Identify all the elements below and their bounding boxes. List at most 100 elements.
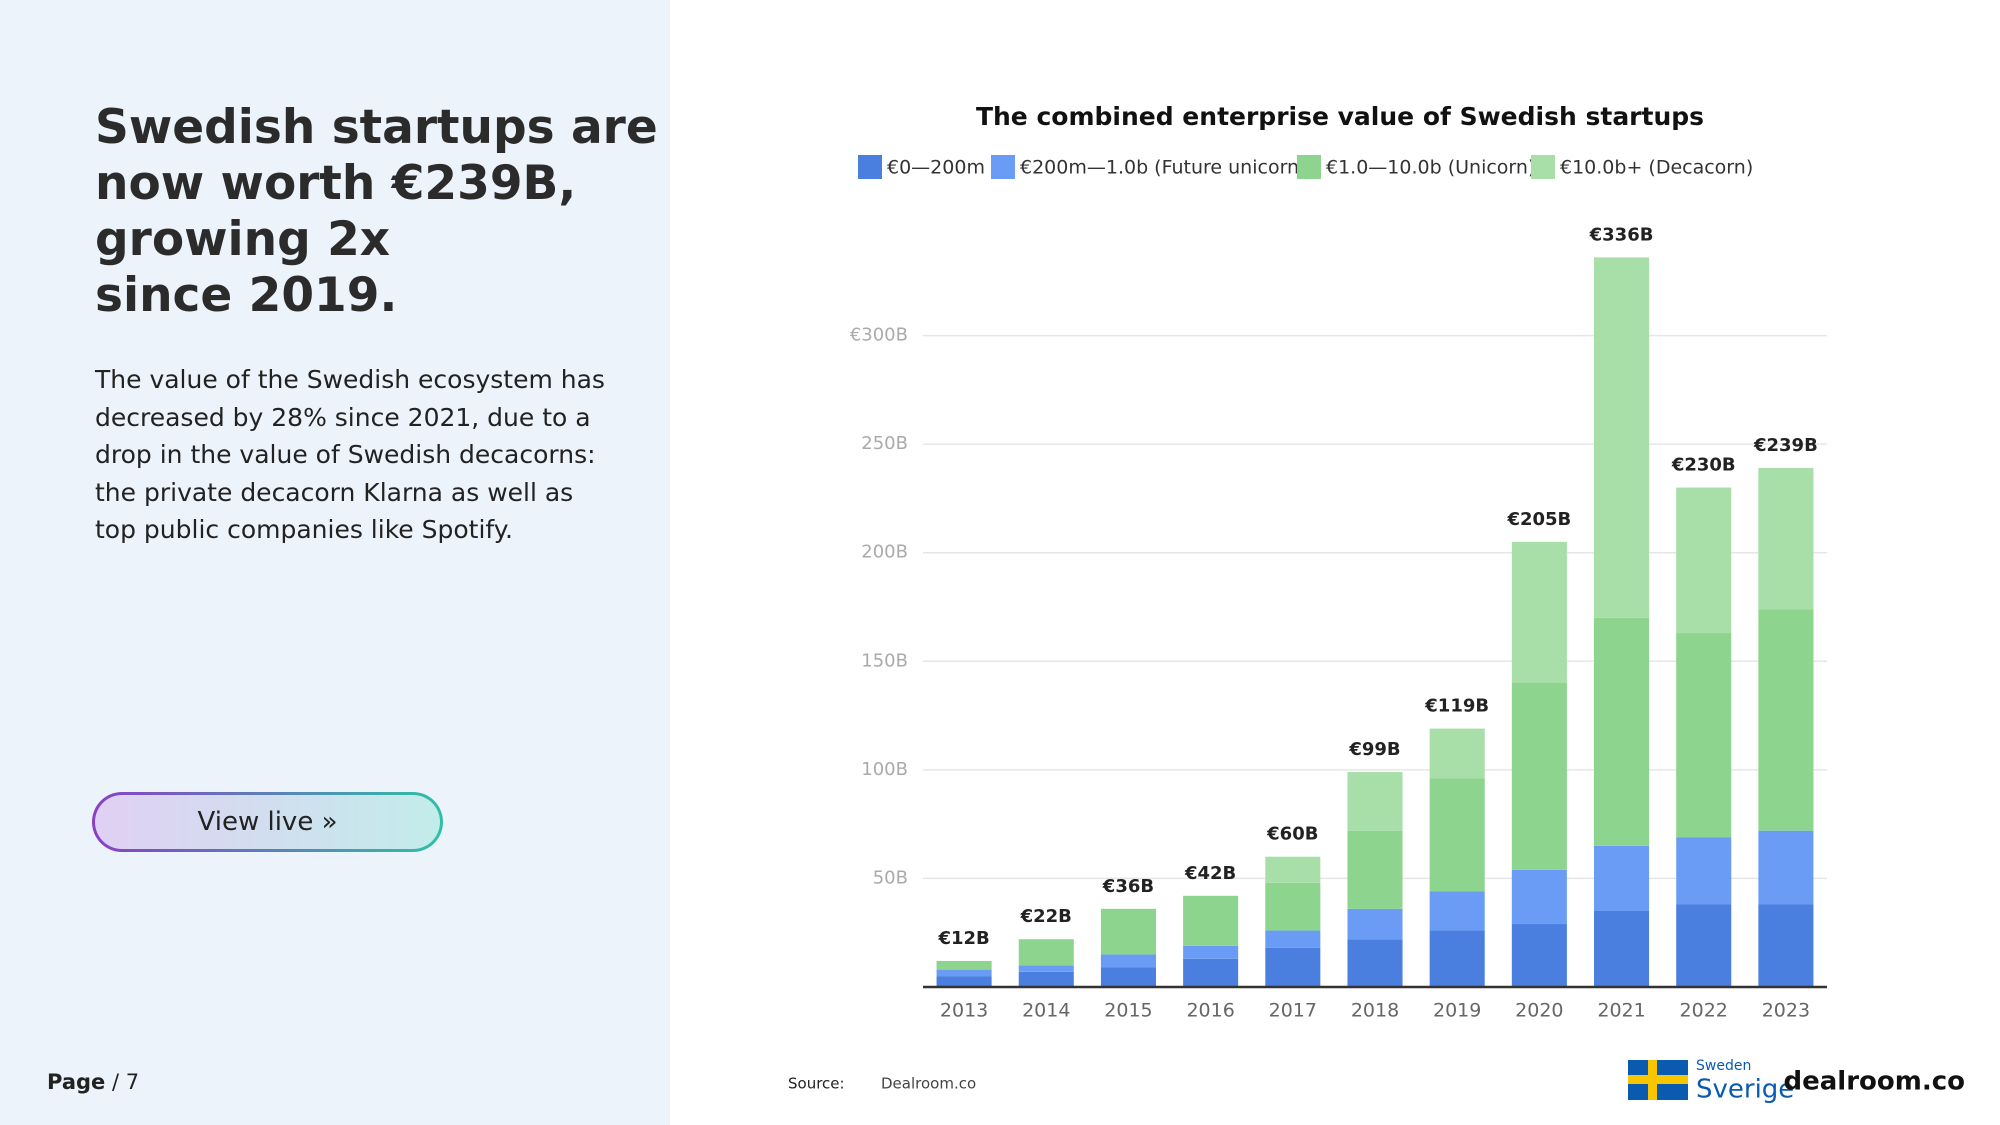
bar-segment [1429,728,1485,779]
bar-segment [1183,945,1239,959]
bar-segment [1594,845,1650,911]
bar-segment [1265,947,1321,987]
bar-segment [1758,609,1814,831]
bar-segment [1511,869,1567,925]
page-label: Page [47,1070,106,1094]
sweden-logo: Sweden Sverige [1628,1058,1794,1105]
bar-segment [1018,939,1074,966]
bar-segment [1183,958,1239,987]
bar-segment [1594,617,1650,846]
total-label: €99B [1348,739,1400,760]
bar-segment [1429,891,1485,931]
body-line: The value of the Swedish ecosystem has [95,365,605,394]
view-live-button[interactable]: View live » [92,792,443,852]
body-line: the private decacorn Klarna as well as [95,477,574,507]
bar-segment [1511,683,1567,870]
bar-segment [1676,487,1732,634]
legend-label: €200m—1.0b (Future unicorn) [1020,157,1307,179]
legend-swatch [858,155,882,179]
y-tick-label: 50B [873,867,908,888]
total-label: €22B [1020,906,1072,927]
x-tick-label: 2015 [1104,1000,1152,1022]
source-label: Source: [788,1075,845,1093]
bar-segment [1676,837,1732,905]
bar-segment [1265,930,1321,948]
bar-segment [1018,965,1074,972]
x-tick-label: 2023 [1762,1000,1810,1022]
bar-segment [1100,954,1156,968]
x-tick-label: 2013 [940,1000,988,1022]
side-panel [0,0,670,1125]
bar-segment [1265,856,1321,883]
total-label: €205B [1506,509,1571,530]
total-label: €12B [937,928,989,949]
x-tick-label: 2020 [1515,1000,1563,1022]
page-number: / 7 [111,1070,140,1094]
bar-segment [1594,911,1650,987]
body-line: top public companies like Spotify. [95,515,513,544]
total-label: €336B [1589,224,1654,245]
bar-segment [936,960,992,970]
bar-segment [1758,904,1814,987]
y-tick-label: 200B [861,542,908,563]
bar-segment [1183,895,1239,946]
flag-cross [1648,1060,1657,1100]
x-tick-label: 2018 [1351,1000,1399,1022]
headline-line: growing 2x [95,212,391,267]
bar-segment [1676,633,1732,838]
bar-segment [1347,908,1403,940]
x-tick-label: 2014 [1022,1000,1070,1022]
headline-line: Swedish startups are [95,100,658,155]
x-tick-label: 2017 [1269,1000,1317,1022]
flag-cross [1628,1075,1688,1084]
bar-segment [1429,778,1485,892]
bar-segment [1511,541,1567,683]
bar-segment [1100,908,1156,955]
bar-segment [1676,904,1732,987]
bar-segment [1100,967,1156,987]
bar-segment [1758,468,1814,610]
total-label: €239B [1753,435,1818,456]
x-tick-label: 2022 [1680,1000,1728,1022]
y-tick-label: €300B [850,325,908,346]
source: Dealroom.co [881,1075,976,1093]
legend-swatch [1531,155,1555,179]
chart-title: The combined enterprise value of Swedish… [976,102,1704,131]
logo-big: Sverige [1696,1075,1794,1105]
legend-label: €1.0—10.0b (Unicorn) [1326,157,1535,179]
y-tick-label: 100B [861,759,908,780]
legend-swatch [991,155,1015,179]
x-tick-label: 2016 [1186,1000,1234,1022]
total-label: €36B [1102,876,1154,897]
y-tick-label: 250B [861,433,908,454]
y-tick-label: 150B [861,650,908,671]
legend-swatch [1297,155,1321,179]
bar-segment [936,969,992,977]
total-label: €230B [1671,455,1736,476]
total-label: €119B [1424,696,1489,717]
legend-label: €0—200m [887,157,985,179]
logo-small: Sweden [1696,1058,1751,1074]
bar-segment [1429,930,1485,987]
bar-segment [1511,924,1567,987]
bar-segment [1758,830,1814,905]
total-label: €42B [1184,863,1236,884]
bar-segment [936,976,992,987]
bar-segment [1347,939,1403,987]
body-line: decreased by 28% since 2021, due to a [95,402,591,432]
bar-segment [1018,971,1074,987]
brand: dealroom.co [1784,1067,1966,1097]
x-tick-label: 2019 [1433,1000,1481,1022]
page-indicator: Page / 7 [47,1070,139,1094]
bar-segment [1347,772,1403,831]
total-label: €60B [1266,824,1318,845]
bar-segment [1347,830,1403,909]
headline-line: now worth €239B, [95,156,577,211]
x-tick-label: 2021 [1597,1000,1645,1022]
legend-label: €10.0b+ (Decacorn) [1560,157,1753,179]
bar-segment [1265,882,1321,931]
bar-segment [1594,257,1650,618]
headline-line: since 2019. [95,268,398,323]
